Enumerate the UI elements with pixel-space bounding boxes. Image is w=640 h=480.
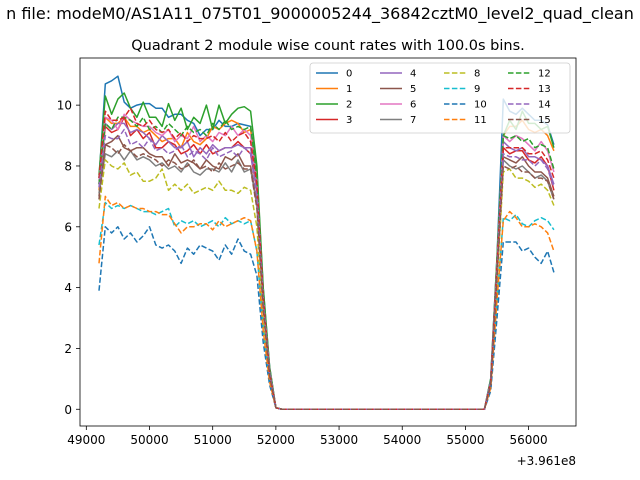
legend-label-8: 8	[474, 69, 480, 80]
series-line-5	[98, 134, 555, 411]
series-line-8	[98, 159, 555, 411]
series-line-15	[98, 143, 555, 411]
x-offset-label: +3.961e8	[517, 454, 576, 468]
legend-label-13: 13	[538, 84, 551, 95]
series-line-11	[98, 195, 555, 411]
series-line-6	[98, 113, 555, 411]
legend-label-5: 5	[410, 84, 416, 95]
x-tick-label: 49000	[67, 433, 105, 447]
legend-label-15: 15	[538, 115, 551, 126]
legend-label-4: 4	[410, 69, 416, 80]
x-tick-label: 55000	[446, 433, 484, 447]
legend-label-11: 11	[474, 115, 487, 126]
x-tick-label: 50000	[130, 433, 168, 447]
series-line-13	[98, 107, 555, 411]
series-line-14	[98, 128, 555, 411]
y-tick-label: 4	[64, 281, 72, 295]
legend-label-0: 0	[346, 69, 352, 80]
y-tick-label: 0	[64, 403, 72, 417]
legend-label-2: 2	[346, 100, 352, 111]
y-tick-label: 8	[64, 159, 72, 173]
legend-label-3: 3	[346, 115, 352, 126]
chart-title: Quadrant 2 module wise count rates with …	[131, 38, 525, 54]
legend-box	[309, 62, 571, 134]
legend-label-12: 12	[538, 69, 551, 80]
y-tick-label: 10	[57, 99, 72, 113]
plot-area: 49000 50000 51000 52000 53000 54000 55000 56000…	[57, 57, 577, 468]
x-tick-label: 53000	[320, 433, 358, 447]
x-tick-label: 54000	[383, 433, 421, 447]
y-tick-label: 2	[64, 342, 72, 356]
legend-label-1: 1	[346, 84, 352, 95]
series-line-9	[98, 201, 555, 411]
legend-label-14: 14	[538, 100, 551, 111]
legend-label-6: 6	[410, 100, 416, 111]
legend-label-10: 10	[474, 100, 487, 111]
legend-label-7: 7	[410, 115, 416, 126]
series-line-10	[98, 226, 555, 411]
figure-suptitle: n file: modeM0/AS1A11_075T01_9000005244_…	[6, 4, 634, 23]
x-tick-label: 51000	[194, 433, 232, 447]
x-tick-label: 56000	[510, 433, 548, 447]
axes-frame	[79, 57, 577, 427]
y-tick-label: 6	[64, 220, 72, 234]
x-tick-label: 52000	[257, 433, 295, 447]
series-line-4	[98, 122, 555, 411]
legend-label-9: 9	[474, 84, 480, 95]
series-line-7	[98, 150, 555, 411]
